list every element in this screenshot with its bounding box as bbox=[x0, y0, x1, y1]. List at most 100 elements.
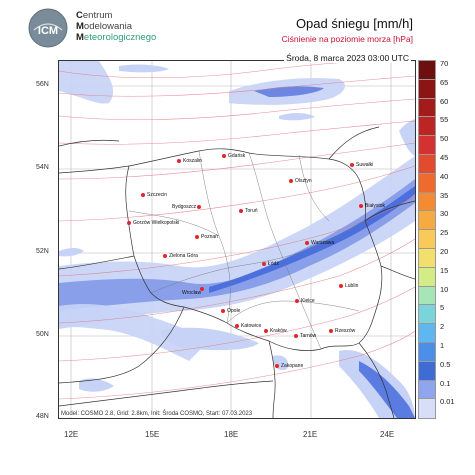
svg-text:Zakopane: Zakopane bbox=[281, 363, 303, 369]
svg-text:Lublin: Lublin bbox=[345, 283, 359, 289]
legend-swatch bbox=[418, 154, 436, 175]
legend-label: 0.5 bbox=[440, 359, 451, 369]
svg-text:Białystok: Białystok bbox=[365, 203, 386, 209]
lon-label: 21E bbox=[303, 430, 318, 439]
legend-swatch bbox=[418, 342, 436, 363]
legend-swatch bbox=[418, 398, 436, 419]
city-bialystok: Białystok bbox=[359, 203, 386, 209]
legend-swatch bbox=[418, 379, 436, 401]
city-wroclaw: Wrocław bbox=[182, 287, 204, 296]
legend-label: 15 bbox=[440, 265, 449, 275]
city-bydgoszcz: Bydgoszcz bbox=[172, 204, 201, 210]
icm-logo: ICM bbox=[28, 8, 68, 48]
svg-text:Szczecin: Szczecin bbox=[147, 192, 167, 198]
isobars bbox=[59, 61, 415, 400]
city-zakopane: Zakopane bbox=[275, 363, 303, 369]
map-title: Opad śniegu [mm/h] bbox=[295, 16, 413, 31]
legend-label: 40 bbox=[440, 171, 449, 181]
legend-label: 5 bbox=[440, 303, 445, 313]
lon-label: 24E bbox=[380, 430, 395, 439]
lat-label: 56N bbox=[36, 81, 49, 88]
svg-text:Koszalin: Koszalin bbox=[183, 158, 202, 164]
city-warszawa: Warszawa bbox=[305, 240, 334, 246]
region-borders bbox=[128, 150, 366, 350]
legend-swatch bbox=[418, 285, 436, 307]
lat-label: 50N bbox=[36, 331, 49, 338]
legend-swatch bbox=[418, 60, 436, 81]
svg-text:Kraków: Kraków bbox=[270, 328, 287, 334]
svg-text:Wrocław: Wrocław bbox=[182, 290, 201, 296]
legend-label: 70 bbox=[440, 59, 449, 68]
snowfall-field bbox=[59, 61, 415, 418]
svg-text:Poznań: Poznań bbox=[201, 234, 218, 240]
svg-text:Olsztyn: Olsztyn bbox=[295, 178, 312, 184]
svg-text:Gorzów Wielkopolski: Gorzów Wielkopolski bbox=[133, 220, 179, 226]
country-borders bbox=[59, 126, 415, 418]
svg-text:Kielce: Kielce bbox=[301, 298, 315, 304]
legend-swatch bbox=[418, 135, 436, 156]
legend-label: 2 bbox=[440, 322, 445, 332]
city-rzeszow: Rzeszów bbox=[329, 328, 356, 334]
legend-label: 0.01 bbox=[440, 397, 455, 407]
svg-text:Suwałki: Suwałki bbox=[356, 162, 373, 168]
city-torun: Toruń bbox=[239, 208, 258, 214]
city-zielona-gora: Zielona Góra bbox=[163, 253, 198, 259]
legend-swatch bbox=[418, 78, 436, 100]
legend-swatch bbox=[418, 304, 436, 326]
svg-text:Tarnów: Tarnów bbox=[300, 333, 317, 339]
svg-text:Łódź: Łódź bbox=[268, 261, 279, 267]
color-legend: 70 65 60 55 50 45 40 35 30 25 20 15 10 5… bbox=[418, 59, 473, 419]
city-tarnow: Tarnów bbox=[294, 333, 317, 339]
legend-label: 65 bbox=[440, 77, 449, 87]
lon-label: 15E bbox=[145, 430, 160, 439]
organization-name: Centrum Modelowania Meteorologicznego bbox=[76, 10, 157, 43]
legend-swatch bbox=[418, 323, 436, 344]
svg-text:Opole: Opole bbox=[227, 308, 241, 314]
city-lublin: Lublin bbox=[339, 283, 359, 289]
city-kielce: Kielce bbox=[295, 298, 315, 304]
legend-label: 50 bbox=[440, 134, 449, 144]
legend-label: 25 bbox=[440, 228, 449, 238]
svg-text:Gdańsk: Gdańsk bbox=[228, 153, 246, 159]
city-lodz: Łódź bbox=[262, 261, 279, 267]
city-markers: Koszalin Gdańsk Olsztyn Suwałki Szczecin… bbox=[127, 153, 386, 369]
city-suwalki: Suwałki bbox=[350, 162, 373, 168]
forecast-map: Koszalin Gdańsk Olsztyn Suwałki Szczecin… bbox=[58, 60, 416, 419]
legend-swatch bbox=[418, 266, 436, 288]
city-koszalin: Koszalin bbox=[177, 158, 202, 164]
city-opole: Opole bbox=[221, 308, 241, 314]
legend-swatch bbox=[418, 172, 436, 194]
lat-label: 52N bbox=[36, 248, 49, 255]
svg-text:Warszawa: Warszawa bbox=[311, 240, 334, 246]
lon-label: 18E bbox=[224, 430, 239, 439]
lat-label: 54N bbox=[36, 164, 49, 171]
city-gorzow: Gorzów Wielkopolski bbox=[127, 220, 179, 226]
city-poznan: Poznań bbox=[195, 234, 218, 240]
legend-label: 10 bbox=[440, 284, 449, 294]
legend-label: 60 bbox=[440, 96, 449, 106]
legend-swatch bbox=[418, 360, 436, 382]
legend-swatch bbox=[418, 248, 436, 269]
city-szczecin: Szczecin bbox=[141, 192, 167, 198]
map-subtitle: Ciśnienie na poziomie morza [hPa] bbox=[281, 34, 413, 44]
lat-label: 48N bbox=[36, 413, 49, 420]
legend-swatch bbox=[418, 97, 436, 119]
lat-lon-grid bbox=[59, 61, 415, 418]
legend-swatch bbox=[418, 191, 436, 213]
lon-label: 12E bbox=[64, 430, 79, 439]
legend-label: 55 bbox=[440, 115, 449, 125]
legend-label: 30 bbox=[440, 209, 449, 219]
legend-swatch bbox=[418, 116, 436, 138]
header: ICM Centrum Modelowania Meteorologiczneg… bbox=[0, 0, 475, 58]
legend-label: 0.1 bbox=[440, 378, 451, 388]
svg-text:Bydgoszcz: Bydgoszcz bbox=[172, 204, 197, 210]
svg-text:Katowice: Katowice bbox=[241, 323, 262, 329]
legend-label: 45 bbox=[440, 153, 449, 162]
legend-swatch bbox=[418, 229, 436, 250]
svg-text:Toruń: Toruń bbox=[245, 208, 258, 214]
city-gdansk: Gdańsk bbox=[222, 153, 246, 159]
city-katowice: Katowice bbox=[235, 323, 262, 329]
model-info: Model: COSMO 2.8, Grid: 2.8km, Init: Śro… bbox=[60, 411, 254, 417]
legend-label: 35 bbox=[440, 190, 449, 200]
logo-text: ICM bbox=[38, 25, 58, 37]
